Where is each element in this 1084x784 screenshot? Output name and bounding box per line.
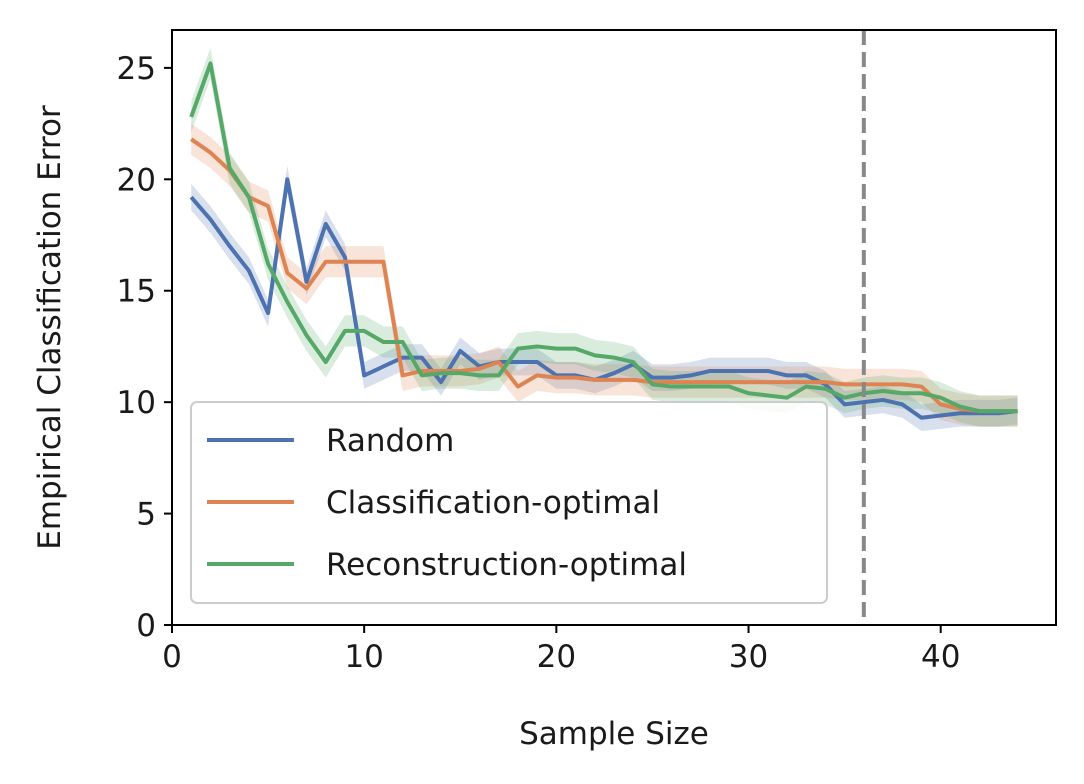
- y-tick-label: 5: [136, 497, 156, 533]
- series-lines: [189, 61, 1018, 420]
- legend-label-reconstruction-optimal: Reconstruction-optimal: [326, 547, 687, 583]
- y-tick-label: 0: [136, 608, 156, 644]
- y-tick-label: 10: [117, 385, 156, 421]
- legend-label-classification-optimal: Classification-optimal: [326, 485, 660, 521]
- x-tick-label: 20: [537, 639, 576, 675]
- legend: Random Classification-optimal Reconstructi…: [190, 401, 828, 604]
- y-tick-label: 25: [117, 51, 156, 87]
- x-tick-label: 10: [344, 639, 383, 675]
- legend-box: [190, 401, 828, 604]
- x-axis-label: Sample Size: [519, 716, 709, 752]
- y-tick-label: 20: [117, 162, 156, 198]
- x-tick-label: 30: [729, 639, 768, 675]
- y-axis: 0 5 10 15 20 25: [117, 51, 172, 644]
- band-reconstruction-optimal: [191, 47, 1018, 427]
- x-tick-label: 0: [162, 639, 182, 675]
- series-line-classification-optimal: [190, 137, 1018, 414]
- series-line-reconstruction-optimal: [189, 61, 1018, 414]
- legend-label-random: Random: [326, 423, 454, 459]
- x-axis: 0 10 20 30 40: [162, 625, 960, 675]
- confidence-bands: [191, 47, 1018, 432]
- y-tick-label: 15: [117, 274, 156, 310]
- series-line-random: [189, 177, 1018, 420]
- band-random: [191, 165, 1018, 432]
- y-axis-label: Empirical Classification Error: [32, 105, 68, 550]
- x-tick-label: 40: [921, 639, 960, 675]
- plot-frame: [171, 29, 1057, 626]
